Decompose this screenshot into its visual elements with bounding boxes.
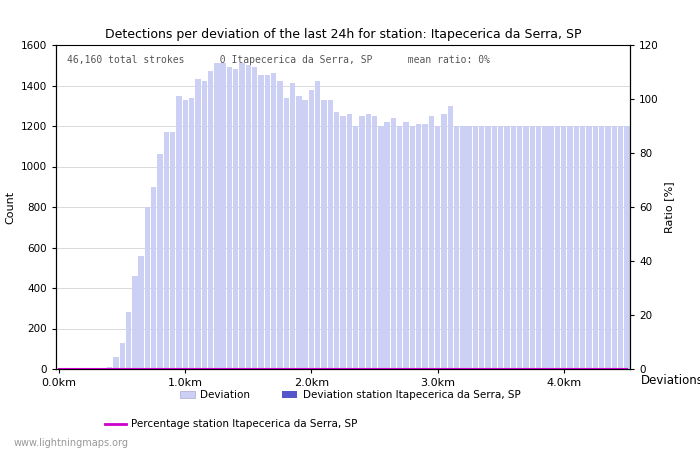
- Bar: [384, 122, 390, 369]
- Bar: [183, 100, 188, 369]
- Bar: [120, 343, 125, 369]
- Bar: [101, 368, 106, 369]
- Bar: [549, 126, 554, 369]
- Y-axis label: Ratio [%]: Ratio [%]: [664, 181, 674, 233]
- Bar: [568, 126, 573, 369]
- Bar: [277, 81, 283, 369]
- Bar: [498, 126, 503, 369]
- Bar: [309, 90, 314, 369]
- Bar: [454, 126, 459, 369]
- Bar: [258, 76, 264, 369]
- Bar: [466, 126, 472, 369]
- Bar: [158, 154, 163, 369]
- Bar: [473, 126, 478, 369]
- Bar: [416, 124, 421, 369]
- Bar: [302, 100, 308, 369]
- Bar: [107, 367, 112, 369]
- Bar: [580, 126, 585, 369]
- Bar: [346, 114, 352, 369]
- Bar: [365, 114, 371, 369]
- Bar: [340, 116, 346, 369]
- Bar: [139, 256, 143, 369]
- Bar: [265, 76, 270, 369]
- Bar: [441, 114, 447, 369]
- Bar: [517, 126, 522, 369]
- Bar: [485, 126, 491, 369]
- Bar: [410, 126, 415, 369]
- Bar: [435, 126, 440, 369]
- Bar: [397, 126, 402, 369]
- Bar: [284, 98, 289, 369]
- Bar: [214, 63, 220, 369]
- Bar: [372, 116, 377, 369]
- Bar: [561, 126, 566, 369]
- Bar: [606, 126, 610, 369]
- Bar: [624, 126, 629, 369]
- Bar: [460, 126, 466, 369]
- Bar: [491, 126, 497, 369]
- Text: Deviations: Deviations: [640, 374, 700, 387]
- Bar: [321, 100, 327, 369]
- Bar: [510, 126, 516, 369]
- Bar: [523, 126, 528, 369]
- Text: www.lightningmaps.org: www.lightningmaps.org: [14, 438, 129, 448]
- Bar: [126, 312, 131, 369]
- Bar: [555, 126, 560, 369]
- Bar: [529, 126, 535, 369]
- Bar: [359, 116, 365, 369]
- Bar: [151, 187, 156, 369]
- Bar: [542, 126, 547, 369]
- Bar: [574, 126, 579, 369]
- Bar: [618, 126, 623, 369]
- Bar: [334, 112, 340, 369]
- Bar: [391, 118, 396, 369]
- Legend: Percentage station Itapecerica da Serra, SP: Percentage station Itapecerica da Serra,…: [101, 415, 361, 433]
- Bar: [170, 132, 176, 369]
- Bar: [422, 124, 428, 369]
- Bar: [164, 132, 169, 369]
- Bar: [227, 68, 232, 369]
- Bar: [195, 80, 201, 369]
- Bar: [328, 100, 333, 369]
- Bar: [220, 63, 226, 369]
- Bar: [233, 69, 239, 369]
- Bar: [176, 96, 182, 369]
- Bar: [145, 207, 150, 369]
- Bar: [536, 126, 541, 369]
- Bar: [271, 73, 277, 369]
- Bar: [296, 96, 302, 369]
- Bar: [239, 63, 245, 369]
- Y-axis label: Count: Count: [5, 190, 15, 224]
- Bar: [599, 126, 604, 369]
- Bar: [403, 122, 409, 369]
- Title: Detections per deviation of the last 24h for station: Itapecerica da Serra, SP: Detections per deviation of the last 24h…: [105, 28, 581, 41]
- Bar: [378, 126, 384, 369]
- Bar: [202, 81, 207, 369]
- Bar: [208, 72, 213, 369]
- Bar: [479, 126, 484, 369]
- Bar: [246, 65, 251, 369]
- Bar: [132, 276, 137, 369]
- Bar: [587, 126, 592, 369]
- Text: 46,160 total strokes      0 Itapecerica da Serra, SP      mean ratio: 0%: 46,160 total strokes 0 Itapecerica da Se…: [67, 55, 491, 65]
- Bar: [290, 84, 295, 369]
- Bar: [189, 98, 195, 369]
- Bar: [113, 357, 118, 369]
- Bar: [315, 81, 321, 369]
- Bar: [593, 126, 598, 369]
- Bar: [447, 106, 453, 369]
- Bar: [504, 126, 510, 369]
- Legend: Deviation, Deviation station Itapecerica da Serra, SP: Deviation, Deviation station Itapecerica…: [176, 386, 524, 404]
- Bar: [428, 116, 434, 369]
- Bar: [252, 68, 258, 369]
- Bar: [353, 126, 358, 369]
- Bar: [612, 126, 617, 369]
